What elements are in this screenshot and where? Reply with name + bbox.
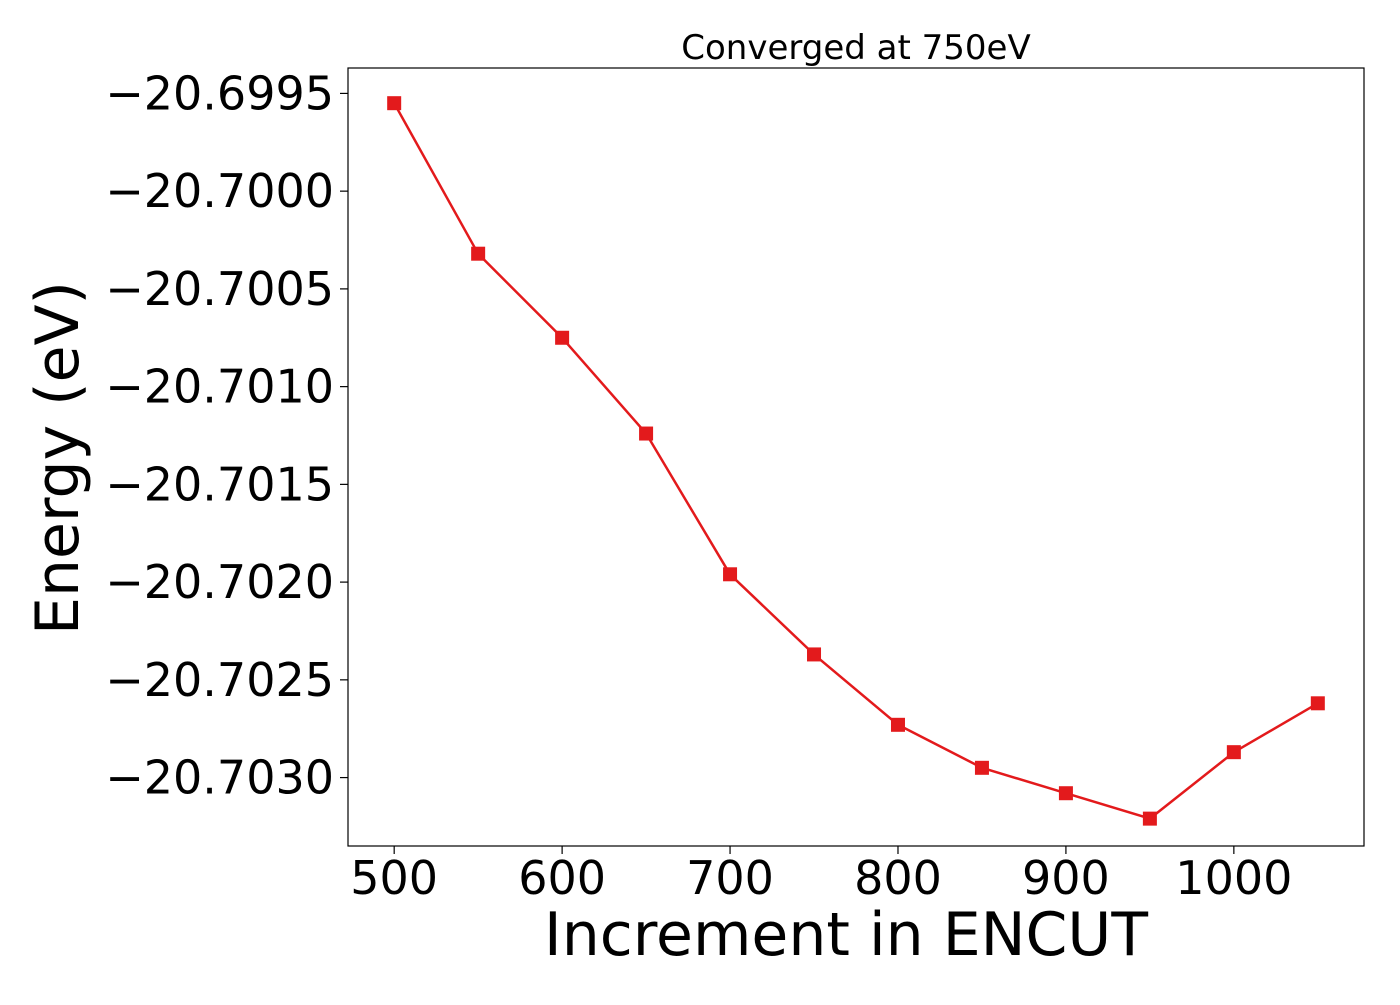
x-tick-label: 800	[854, 851, 942, 905]
data-point-marker	[1058, 786, 1073, 801]
y-tick-label: −20.7010	[105, 360, 334, 414]
y-axis-label: Energy (eV)	[23, 281, 93, 635]
plot-frame	[347, 67, 1365, 847]
data-point-marker	[639, 426, 654, 441]
chart-title: Converged at 750eV	[681, 28, 1030, 68]
x-tick-label: 500	[350, 851, 438, 905]
data-point-marker	[471, 246, 486, 261]
x-tick-label: 1000	[1175, 851, 1292, 905]
x-tick-label: 600	[518, 851, 606, 905]
y-tick-label: −20.7000	[105, 164, 334, 218]
x-tick-label: 900	[1022, 851, 1110, 905]
y-tick-label: −20.7025	[105, 653, 334, 707]
data-point-marker	[807, 647, 822, 662]
data-point-marker	[1142, 811, 1157, 826]
series-line	[393, 102, 1319, 820]
data-point-marker	[1226, 745, 1241, 760]
x-axis-label: Increment in ENCUT	[544, 900, 1148, 970]
plot-area: 500 600 700 800 900 1000 −20.6995 −20.7000 −20.7…	[105, 66, 1365, 905]
data-point-marker	[387, 96, 402, 111]
data-point-marker	[723, 567, 738, 582]
data-point-marker	[1310, 696, 1325, 711]
y-tick-label: −20.7030	[105, 751, 334, 805]
y-tick-label: −20.7005	[105, 262, 334, 316]
y-tick-label: −20.7020	[105, 555, 334, 609]
y-tick-label: −20.6995	[105, 66, 334, 120]
y-tick-label: −20.7015	[105, 457, 334, 511]
data-point-marker	[890, 717, 905, 732]
x-tick-label: 700	[686, 851, 774, 905]
data-point-marker	[555, 330, 570, 345]
data-point-marker	[974, 760, 989, 775]
